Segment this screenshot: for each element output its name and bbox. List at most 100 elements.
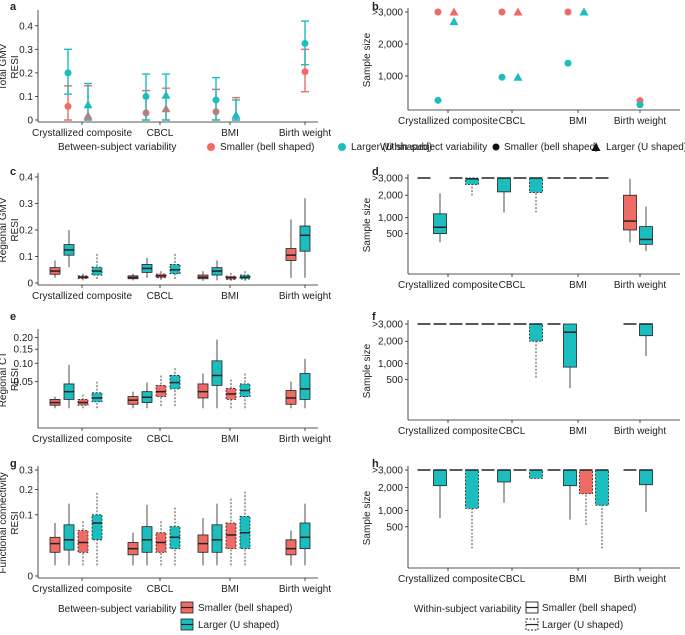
box-body: [497, 177, 511, 193]
panel-a-ytick-label: 0.3: [19, 45, 33, 56]
panel-a-xtick-label: BMI: [221, 128, 239, 139]
box-body: [595, 469, 609, 506]
point-triangle: [161, 90, 171, 99]
box-body: [639, 226, 653, 245]
panel-c-ytick-label: 0.4: [19, 173, 33, 184]
panel-h-xtick-label: Crystallized composite: [398, 574, 498, 585]
panel-a-ytick-label: 0.2: [19, 68, 33, 79]
box-body: [579, 469, 593, 495]
point-circle: [64, 69, 72, 77]
legend-a-larger-label: Larger (U shaped): [351, 142, 432, 153]
panel-f-ytick-label: >3,000: [372, 320, 403, 331]
panel-g-ytick-label: 0.1: [19, 510, 33, 521]
panel-e-ytick-label: 0.15: [14, 345, 34, 356]
panel-h-ylabel: Sample size: [362, 490, 373, 545]
panel-f: f 500 1,000 2,000 >3,000 Sample size Crystalli…: [362, 311, 680, 437]
legend-b-title: Within-subject variability: [380, 142, 487, 153]
panel-g-label: g: [10, 458, 17, 470]
box-body: [639, 469, 653, 486]
panel-h: h 500 1,000 2,000 >3,000 Sample size Crystalli…: [362, 458, 680, 585]
point-triangle: [513, 72, 523, 81]
panel-d-xtick-label: Birth weight: [614, 280, 666, 291]
panel-h-ytick-label: 1,000: [378, 506, 403, 517]
point-circle: [301, 68, 309, 76]
legend-h-smaller-label: Smaller (bell shaped): [542, 603, 637, 614]
box-body: [299, 225, 311, 252]
panel-e-xtick-label: CBCL: [147, 434, 174, 445]
box-body: [639, 323, 653, 337]
panel-g-ytick-label: 0.3: [19, 466, 33, 477]
panel-b-xtick-label: Birth weight: [614, 116, 666, 127]
panel-e-xtick-label: Birth weight: [279, 434, 331, 445]
legend-a-title: Between-subject variability: [58, 142, 176, 153]
box-body: [63, 524, 75, 551]
point-circle: [498, 8, 506, 16]
panel-h-xtick-label: BMI: [569, 574, 587, 585]
panel-b: b 1,000 2,000 >3,000 Sample size Crystallized…: [362, 1, 680, 127]
legend-a-smaller-marker: [207, 143, 215, 151]
point-circle: [434, 96, 442, 104]
box-body: [299, 373, 311, 400]
panel-a-label: a: [10, 1, 17, 13]
panel-b-ytick-label: >3,000: [372, 8, 403, 19]
panel-h-ytick-label: 2,000: [378, 483, 403, 494]
panel-f-ytick-label: 500: [386, 375, 403, 386]
box-body: [529, 177, 543, 193]
panel-b-label: b: [372, 1, 379, 13]
point-triangle: [513, 7, 523, 16]
box-body: [285, 539, 297, 556]
panel-a-ytick-label: 0.1: [19, 92, 33, 103]
panel-d-ytick-label: 1,000: [378, 213, 403, 224]
panel-c-xtick-label: BMI: [221, 291, 239, 302]
legend-b-triangle-marker: [591, 143, 601, 151]
box-body: [529, 323, 543, 342]
point-circle: [564, 8, 572, 16]
panel-d-xtick-label: CBCL: [499, 280, 526, 291]
box-body: [225, 522, 237, 550]
panel-e-ytick-label: 0.20: [14, 333, 34, 344]
box-body: [465, 469, 479, 509]
panel-g-ytick-label: 0: [27, 572, 33, 583]
panel-a-ytick-label: 0: [27, 116, 33, 127]
box-body: [433, 213, 447, 235]
panel-d-label: d: [372, 166, 379, 178]
panel-b-xtick-label: Crystallized composite: [398, 116, 498, 127]
panel-a-xtick-label: CBCL: [147, 128, 174, 139]
point-triangle: [579, 7, 589, 16]
panel-e-label: e: [10, 311, 16, 323]
box-body: [91, 514, 103, 541]
box-body: [211, 360, 223, 386]
panel-f-ytick-label: 1,000: [378, 359, 403, 370]
panel-c-ytick-label: 0.3: [19, 199, 33, 210]
legend-a-larger-marker: [338, 143, 346, 151]
panel-b-xtick-label: BMI: [569, 116, 587, 127]
panel-e-ylabel: RESI: [10, 368, 21, 391]
panel-f-ytick-label: 2,000: [378, 337, 403, 348]
box-body: [433, 469, 447, 487]
legend-h-larger-label: Larger (U shaped): [542, 620, 623, 631]
panel-h-ytick-label: 500: [386, 522, 403, 533]
box-body: [465, 177, 479, 185]
box-body: [529, 469, 543, 479]
legend-g: Between-subject variability Smaller (bel…: [58, 601, 293, 631]
point-circle: [498, 73, 506, 81]
point-circle: [564, 59, 572, 67]
panel-a-ylabel: RESI: [10, 55, 21, 78]
point-triangle: [231, 110, 241, 119]
legend-b-circle-marker: [492, 143, 500, 151]
box-body: [211, 524, 223, 553]
panel-g-xtick-label: CBCL: [147, 584, 174, 595]
panel-c-ytick-label: 0.2: [19, 226, 33, 237]
panel-e-ytick-label: 0.10: [14, 359, 34, 370]
panel-h-xtick-label: CBCL: [499, 574, 526, 585]
legend-a-smaller-label: Smaller (bell shaped): [220, 142, 315, 153]
panel-d-ytick-label: 500: [386, 229, 403, 240]
box-body: [563, 323, 577, 368]
panel-c-xtick-label: Crystallized composite: [32, 291, 132, 302]
point-triangle: [449, 17, 459, 26]
